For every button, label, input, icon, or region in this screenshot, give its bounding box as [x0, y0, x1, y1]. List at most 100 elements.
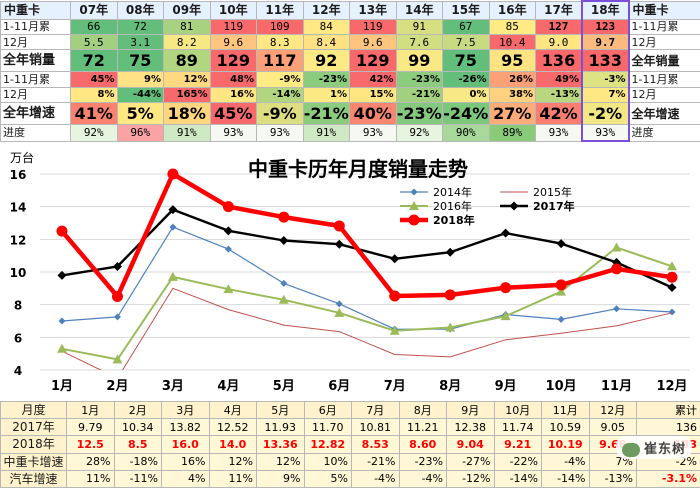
- month-header-cell: 4月: [208, 400, 257, 420]
- summary-value-cell: -23%: [395, 101, 443, 126]
- data-point: [224, 245, 232, 253]
- summary-value-cell: 92: [302, 49, 350, 73]
- summary-value-cell: -23%: [302, 71, 350, 88]
- summary-value-cell: 38%: [488, 86, 536, 103]
- summary-row: 1-11月累 45% 9% 12% 48% -9% -23% 42% -23% -26% 26% 49…: [0, 71, 700, 88]
- year-header-cell: 14年: [395, 0, 443, 20]
- x-tick-label: 12月: [656, 379, 687, 394]
- data-cell: -12%: [446, 469, 495, 488]
- summary-value-cell: 7%: [581, 86, 630, 103]
- summary-value-cell: 129: [349, 49, 397, 73]
- summary-value-cell: -9%: [256, 71, 304, 88]
- data-cell: 12.52: [208, 418, 257, 437]
- data-point: [389, 290, 401, 302]
- data-row: 汽车增速 11% -11% 4% 11% 9% 5% -4% -4% -12% -14% -14% -1…: [0, 469, 700, 488]
- data-point: [666, 271, 678, 283]
- month-header-cell: 1月: [66, 400, 115, 420]
- legend-item: 2014年: [400, 185, 472, 199]
- summary-value-cell: -13%: [535, 86, 583, 103]
- summary-value-cell: 81: [163, 18, 211, 35]
- data-cell: 10.34: [113, 418, 162, 437]
- data-cell: 11%: [66, 469, 115, 488]
- summary-value-cell: 91%: [163, 124, 211, 142]
- summary-value-cell: 109: [256, 18, 304, 35]
- series-line: [61, 226, 673, 330]
- summary-value-cell: 9.0: [535, 33, 583, 51]
- y-tick-label: 8: [14, 299, 22, 313]
- summary-value-cell: 1%: [302, 86, 350, 103]
- data-point: [167, 168, 179, 180]
- row-label-cell: 1-11月累: [0, 71, 71, 88]
- summary-value-cell: 93%: [349, 124, 397, 142]
- summary-value-cell: 48%: [209, 71, 257, 88]
- right-label-cell: 全年增速: [628, 101, 700, 126]
- legend-item: 2018年: [400, 213, 475, 227]
- series-2015年: [61, 287, 673, 370]
- data-cell: -14%: [493, 469, 542, 488]
- summary-value-cell: 72: [116, 18, 164, 35]
- monthly-sales-line-chart: 4 6 8 10 12 14 16 1月 2月 3月 4月 5月 6月 7月 8月 9月 10月 11月 12月 …: [0, 146, 700, 400]
- y-tick-label: 4: [14, 364, 22, 378]
- data-cell: 14.0: [208, 435, 257, 454]
- data-row-label: 2017年: [0, 418, 67, 437]
- month-header-cell: 8月: [398, 400, 447, 420]
- data-point: [611, 242, 622, 252]
- legend-label: 2014年: [433, 185, 472, 199]
- year-header-cell: 10年: [209, 0, 257, 20]
- legend-label: 2018年: [433, 213, 475, 227]
- data-cell: -13%: [588, 469, 637, 488]
- summary-value-cell: 45%: [209, 101, 257, 126]
- data-cell: -18%: [113, 452, 162, 471]
- data-cell: -11%: [113, 469, 162, 488]
- data-point: [113, 313, 121, 321]
- data-point: [112, 261, 122, 271]
- month-header-cell: 9月: [446, 400, 495, 420]
- summary-value-cell: 165%: [163, 86, 211, 103]
- data-point: [335, 300, 343, 308]
- data-cell: -4%: [541, 452, 590, 471]
- summary-value-cell: 67: [442, 18, 490, 35]
- data-cell: -4%: [398, 469, 447, 488]
- summary-value-cell: 42%: [349, 71, 397, 88]
- x-tick-label: 10月: [546, 379, 577, 394]
- data-point: [111, 291, 123, 302]
- right-label-cell: 全年销量: [628, 49, 700, 73]
- summary-row: 全年销量 72 75 89 129 117 92 129 99 75 95 136 133 全年销量: [0, 49, 700, 73]
- summary-row: 进度 92% 96% 91% 93% 93% 91% 93% 92% 90% 89% 93% 93% 进度: [0, 124, 700, 143]
- summary-value-cell: 99: [395, 49, 443, 73]
- summary-value-cell: 26%: [488, 71, 536, 88]
- x-tick-label: 6月: [328, 379, 350, 394]
- data-point: [223, 284, 234, 294]
- summary-value-cell: 127: [535, 18, 583, 35]
- summary-value-cell: 27%: [488, 101, 536, 126]
- year-header-cell: 17年: [535, 0, 583, 20]
- data-cell: 11.21: [398, 418, 447, 437]
- x-axis-ticks: 1月 2月 3月 4月 5月 6月 7月 8月 9月 10月 11月 12月: [51, 379, 688, 394]
- data-row: 2018年 12.5 8.5 16.0 14.0 13.36 12.82 8.53 8.60 9.…: [0, 435, 700, 454]
- summary-row: 12月 5.5 3.1 8.2 9.6 8.3 8.4 9.6 7.6 7.5 10.4 9.0 9.7…: [0, 33, 700, 51]
- summary-value-cell: 96%: [116, 124, 164, 142]
- data-point: [444, 289, 456, 301]
- data-point: [278, 294, 289, 304]
- summary-row: 全年增速 41% 5% 18% 45% -9% -21% 40% -23% -24% 27% 42% -…: [0, 101, 700, 126]
- data-cell: -27%: [446, 452, 495, 471]
- data-cell: 13.82: [161, 418, 210, 437]
- data-cell: 8.60: [398, 435, 447, 454]
- summary-value-cell: 5%: [116, 101, 164, 126]
- summary-value-cell: 75: [116, 49, 164, 73]
- data-point: [556, 286, 567, 296]
- x-tick-label: 8月: [439, 379, 461, 394]
- data-point: [445, 247, 455, 257]
- legend-item: 2017年: [500, 199, 575, 213]
- right-label-cell: 中重卡: [628, 0, 700, 20]
- summary-row: 12月 8% -44% 165% 16% -14% 1% 15% -21% 0% 38% -13% 7%…: [0, 86, 700, 103]
- data-row: 中重卡增速 28% -18% 16% 12% 12% 10% -21% -23% -27% -22%…: [0, 452, 700, 471]
- x-tick-label: 9月: [495, 379, 517, 394]
- right-label-cell: 12月: [628, 86, 700, 103]
- year-header-cell: 09年: [163, 0, 211, 20]
- data-row-label: 汽车增速: [0, 469, 67, 488]
- data-point: [445, 322, 456, 332]
- summary-value-cell: 18%: [163, 101, 211, 126]
- right-label-cell: 1-11月累: [628, 18, 700, 35]
- data-cell: 4%: [161, 469, 210, 488]
